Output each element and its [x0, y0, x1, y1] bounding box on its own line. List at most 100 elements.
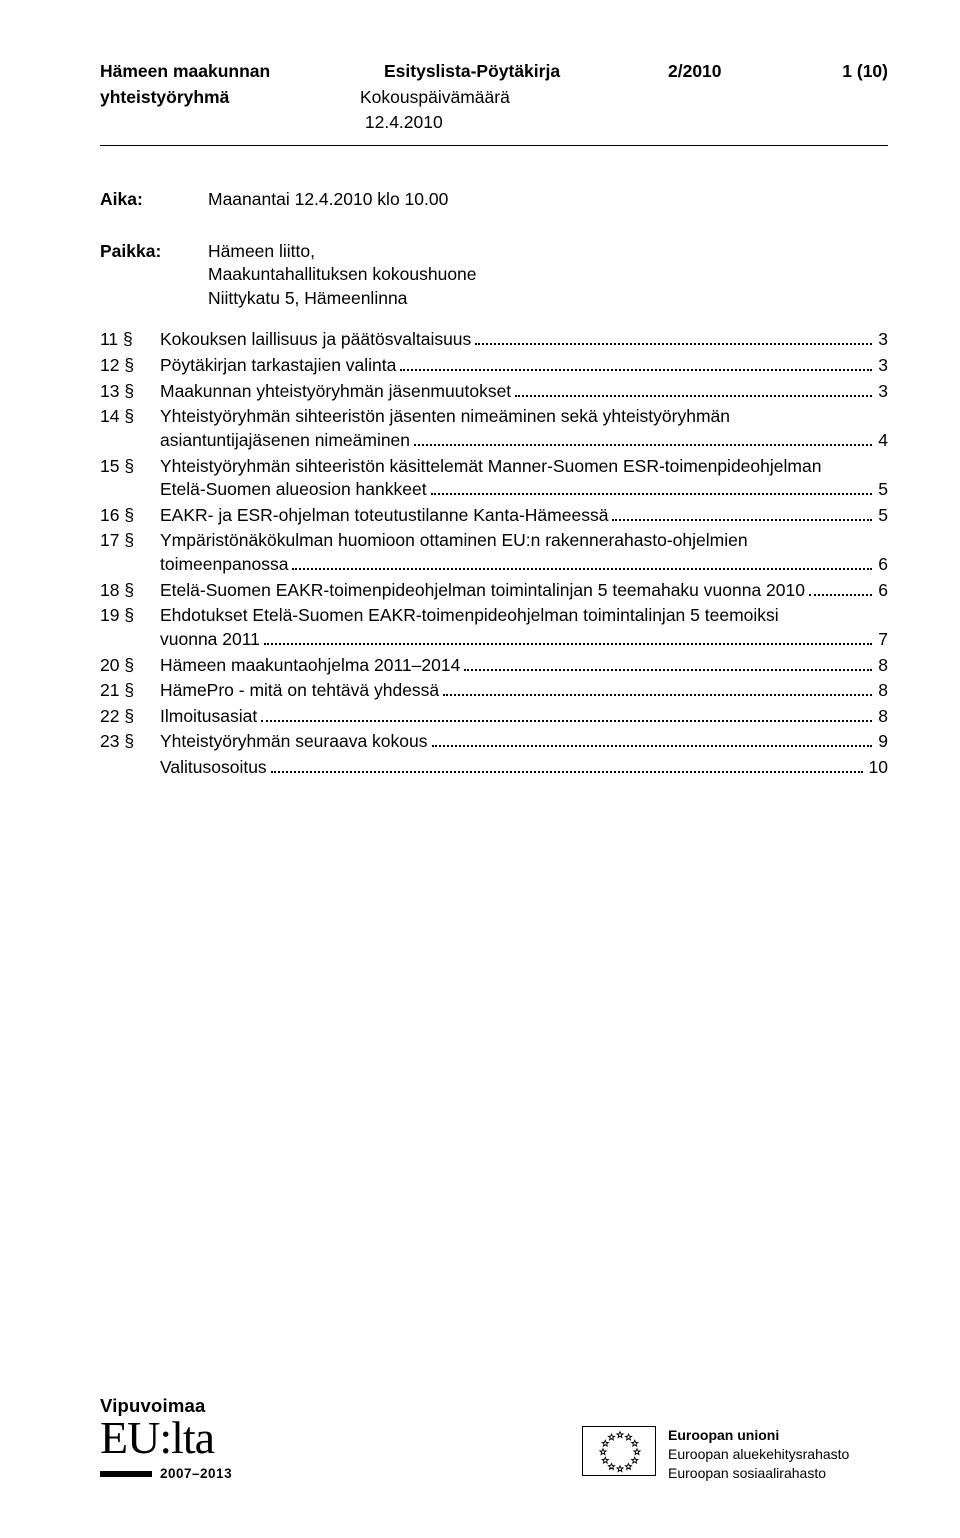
toc-number: 18 § [100, 579, 160, 603]
toc-leader-dots [414, 432, 872, 446]
toc-page: 8 [876, 654, 888, 678]
vipuvoimaa-logo: Vipuvoimaa EU:lta 2007–2013 [100, 1394, 232, 1483]
toc-text: Yhteistyöryhmän sihteeristön käsittelemä… [160, 455, 821, 479]
toc-page: 5 [876, 478, 888, 502]
toc-leader-dots [264, 631, 872, 645]
toc-title: Ehdotukset Etelä-Suomen EAKR-toimenpideo… [160, 604, 888, 651]
toc-leader-dots [292, 556, 872, 570]
eu-star-icon [632, 1458, 638, 1464]
org-name-line1: Hämeen maakunnan [100, 60, 360, 84]
place-label: Paikka: [100, 240, 208, 311]
org-name-line2: yhteistyöryhmä [100, 86, 360, 110]
toc-page: 5 [876, 504, 888, 528]
toc-line: Yhteistyöryhmän sihteeristön jäsenten ni… [160, 405, 888, 429]
toc-number: 16 § [100, 504, 160, 528]
header-row: Hämeen maakunnan Esityslista-Pöytäkirja … [100, 60, 888, 84]
toc-text: toimeenpanossa [160, 553, 288, 577]
eu-star-icon [602, 1441, 608, 1447]
toc-title: Ympäristönäkökulman huomioon ottaminen E… [160, 529, 888, 576]
toc-item: 15 §Yhteistyöryhmän sihteeristön käsitte… [100, 455, 888, 502]
eu-star-icon [625, 1464, 631, 1470]
toc-text: Maakunnan yhteistyöryhmän jäsenmuutokset [160, 380, 511, 404]
toc-title: Ilmoitusasiat8 [160, 705, 888, 729]
toc-title: EAKR- ja ESR-ohjelman toteutustilanne Ka… [160, 504, 888, 528]
toc-text: Pöytäkirjan tarkastajien valinta [160, 354, 396, 378]
toc-item: 14 §Yhteistyöryhmän sihteeristön jäsente… [100, 405, 888, 452]
eu-star-icon [617, 1466, 623, 1472]
toc-text: Ilmoitusasiat [160, 705, 257, 729]
toc-page: 3 [876, 328, 888, 352]
toc-number: 13 § [100, 380, 160, 404]
toc-line: Etelä-Suomen EAKR-toimenpideohjelman toi… [160, 579, 888, 603]
toc-text: Yhteistyöryhmän sihteeristön jäsenten ni… [160, 405, 730, 429]
footer-logos: Vipuvoimaa EU:lta 2007–2013 Euroopan uni… [100, 1394, 888, 1483]
toc-line: vuonna 2011 7 [160, 628, 888, 652]
time-value: Maanantai 12.4.2010 klo 10.00 [208, 188, 888, 212]
eu-star-icon [617, 1432, 623, 1438]
toc-text: Etelä-Suomen alueosion hankkeet [160, 478, 427, 502]
toc-number: 14 § [100, 405, 160, 429]
toc-line: Pöytäkirjan tarkastajien valinta3 [160, 354, 888, 378]
toc-line: Hämeen maakuntaohjelma 2011–20148 [160, 654, 888, 678]
toc-text: HämePro - mitä on tehtävä yhdessä [160, 679, 439, 703]
header-row-2: yhteistyöryhmä Kokouspäivämäärä [100, 86, 888, 110]
toc-item: 21 §HämePro - mitä on tehtävä yhdessä8 [100, 679, 888, 703]
toc-text: Yhteistyöryhmän seuraava kokous [160, 730, 428, 754]
toc-item: 11 §Kokouksen laillisuus ja päätösvaltai… [100, 328, 888, 352]
table-of-contents: 11 §Kokouksen laillisuus ja päätösvaltai… [100, 328, 888, 779]
toc-number: 21 § [100, 679, 160, 703]
toc-item: 23 §Yhteistyöryhmän seuraava kokous9 [100, 730, 888, 754]
issue-number: 2/2010 [668, 60, 722, 84]
toc-line: Maakunnan yhteistyöryhmän jäsenmuutokset… [160, 380, 888, 404]
eu-star-icon [632, 1441, 638, 1447]
toc-line: Ehdotukset Etelä-Suomen EAKR-toimenpideo… [160, 604, 888, 628]
toc-number: 22 § [100, 705, 160, 729]
toc-line: toimeenpanossa 6 [160, 553, 888, 577]
toc-text: Kokouksen laillisuus ja päätösvaltaisuus [160, 328, 471, 352]
toc-line: Valitusosoitus10 [160, 756, 888, 780]
logo-left-bar: 2007–2013 [100, 1465, 232, 1483]
toc-text: Etelä-Suomen EAKR-toimenpideohjelman toi… [160, 579, 805, 603]
toc-leader-dots [612, 507, 872, 521]
toc-title: Maakunnan yhteistyöryhmän jäsenmuutokset… [160, 380, 888, 404]
toc-leader-dots [515, 383, 872, 397]
horizontal-rule [100, 145, 888, 146]
toc-page: 4 [876, 429, 888, 453]
toc-number: 11 § [100, 328, 160, 352]
toc-item: 19 §Ehdotukset Etelä-Suomen EAKR-toimenp… [100, 604, 888, 651]
toc-leader-dots [271, 759, 863, 773]
toc-line: Ympäristönäkökulman huomioon ottaminen E… [160, 529, 888, 553]
toc-leader-dots [809, 582, 872, 596]
eu-flag-icon [582, 1426, 656, 1476]
toc-number: 12 § [100, 354, 160, 378]
toc-text: vuonna 2011 [160, 628, 260, 652]
toc-number: 20 § [100, 654, 160, 678]
page-number: 1 (10) [842, 60, 888, 84]
toc-text: Ympäristönäkökulman huomioon ottaminen E… [160, 529, 748, 553]
toc-line: Kokouksen laillisuus ja päätösvaltaisuus… [160, 328, 888, 352]
toc-title: Yhteistyöryhmän seuraava kokous9 [160, 730, 888, 754]
toc-line: EAKR- ja ESR-ohjelman toteutustilanne Ka… [160, 504, 888, 528]
logo-bar-icon [100, 1471, 152, 1477]
toc-item: 17 §Ympäristönäkökulman huomioon ottamin… [100, 529, 888, 576]
eu-star-icon [625, 1434, 631, 1440]
toc-page: 3 [876, 380, 888, 404]
eu-text: Euroopan unioni Euroopan aluekehitysraha… [668, 1426, 888, 1483]
toc-page: 6 [876, 553, 888, 577]
eu-line2: Euroopan aluekehitysrahasto [668, 1445, 888, 1464]
toc-text: asiantuntijajäsenen nimeäminen [160, 429, 410, 453]
toc-leader-dots [432, 733, 873, 747]
eu-line1: Euroopan unioni [668, 1426, 888, 1445]
toc-number: 19 § [100, 604, 160, 628]
eu-star-icon [634, 1449, 640, 1455]
toc-number: 17 § [100, 529, 160, 553]
toc-item: 22 §Ilmoitusasiat8 [100, 705, 888, 729]
toc-page: 7 [876, 628, 888, 652]
toc-item: 16 §EAKR- ja ESR-ohjelman toteutustilann… [100, 504, 888, 528]
logo-left-years: 2007–2013 [160, 1465, 232, 1483]
toc-text: EAKR- ja ESR-ohjelman toteutustilanne Ka… [160, 504, 608, 528]
toc-title: Hämeen maakuntaohjelma 2011–20148 [160, 654, 888, 678]
toc-line: Yhteistyöryhmän sihteeristön käsittelemä… [160, 455, 888, 479]
eu-logo-block: Euroopan unioni Euroopan aluekehitysraha… [582, 1426, 888, 1483]
toc-line: asiantuntijajäsenen nimeäminen 4 [160, 429, 888, 453]
